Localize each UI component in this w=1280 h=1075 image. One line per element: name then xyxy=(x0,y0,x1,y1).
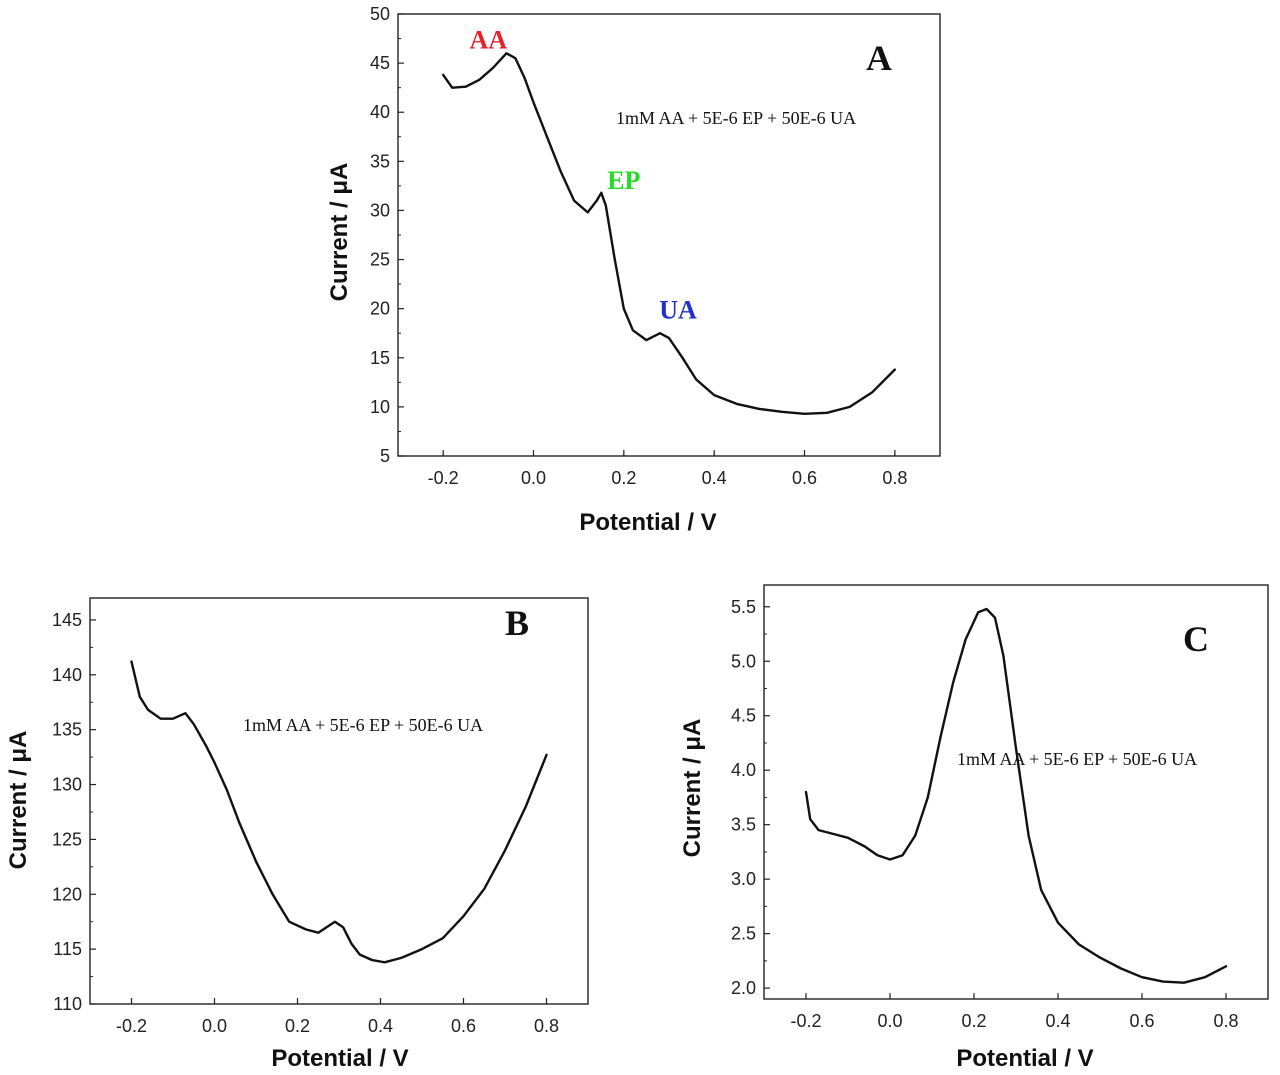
panel-b: B 1mM AA + 5E-6 EP + 50E-6 UA Potential … xyxy=(5,597,589,1072)
panel-c-y-tick-label: 4.0 xyxy=(731,760,756,780)
panel-b-y-tick-label: 125 xyxy=(52,829,82,849)
panel-a-x-tick-label: 0.4 xyxy=(702,468,727,488)
panel-c-y-tick-label: 3.5 xyxy=(731,815,756,835)
panel-b-y-tick-label: 135 xyxy=(52,720,82,740)
panel-b-x-tick-label: 0.2 xyxy=(285,1016,310,1036)
panel-c-y-tick-label: 4.5 xyxy=(731,706,756,726)
panel-a-x-tick-label: 0.0 xyxy=(521,468,546,488)
panel-b-x-tick-label: 0.6 xyxy=(451,1016,476,1036)
panel-a-peak-label-ep: EP xyxy=(607,166,640,195)
panel-c-y-tick-label: 5.0 xyxy=(731,651,756,671)
panel-c-y-axis-label: Current / μA xyxy=(679,719,706,858)
panel-b-letter: B xyxy=(505,603,529,643)
panel-c-letter: C xyxy=(1183,619,1209,659)
panel-b-x-tick-label: 0.8 xyxy=(534,1016,559,1036)
panel-c-x-tick-label: 0.6 xyxy=(1129,1011,1154,1031)
panel-a-x-tick-label: 0.2 xyxy=(611,468,636,488)
panel-b-plot-frame xyxy=(89,597,589,1005)
panel-b-x-axis-label: Potential / V xyxy=(271,1045,408,1072)
panel-b-x-tick-label: 0.4 xyxy=(368,1016,393,1036)
panel-c-y-tick-label: 2.0 xyxy=(731,978,756,998)
panel-a-y-tick-label: 40 xyxy=(370,102,390,122)
panel-c-x-tick-label: 0.8 xyxy=(1213,1011,1238,1031)
panel-c-x-tick-label: 0.2 xyxy=(961,1011,986,1031)
panel-b-y-axis-label: Current / μA xyxy=(5,731,32,870)
panel-a-y-tick-label: 50 xyxy=(370,4,390,24)
panel-a-x-tick-label: 0.8 xyxy=(882,468,907,488)
panel-c-y-tick-label: 3.0 xyxy=(731,869,756,889)
panel-a-x-axis-label: Potential / V xyxy=(579,509,716,536)
panel-a-y-tick-label: 15 xyxy=(370,348,390,368)
panel-a-y-tick-label: 20 xyxy=(370,299,390,319)
panel-a-y-tick-label: 45 xyxy=(370,53,390,73)
panel-a: A 1mM AA + 5E-6 EP + 50E-6 UA Potential … xyxy=(326,4,941,536)
panel-c-annotation: 1mM AA + 5E-6 EP + 50E-6 UA xyxy=(957,749,1197,769)
panel-b-y-tick-label: 140 xyxy=(52,665,82,685)
panel-a-x-tick-label: -0.2 xyxy=(428,468,459,488)
panel-c-y-tick-label: 2.5 xyxy=(731,924,756,944)
panel-b-y-tick-label: 115 xyxy=(53,939,82,959)
panel-b-y-tick-label: 145 xyxy=(52,610,82,630)
panel-a-y-tick-label: 25 xyxy=(370,250,390,270)
panel-c-x-axis-label: Potential / V xyxy=(956,1045,1093,1072)
panel-a-y-tick-label: 30 xyxy=(370,200,390,220)
panel-a-y-axis-label: Current / μA xyxy=(326,163,353,302)
panel-a-annotation: 1mM AA + 5E-6 EP + 50E-6 UA xyxy=(616,108,856,128)
panel-a-x-tick-label: 0.6 xyxy=(792,468,817,488)
panel-a-series-line xyxy=(442,52,896,415)
panel-a-letter: A xyxy=(866,38,892,78)
panel-c-series-line xyxy=(804,607,1228,984)
panel-b-y-tick-label: 110 xyxy=(53,994,82,1014)
panel-b-annotation: 1mM AA + 5E-6 EP + 50E-6 UA xyxy=(243,715,483,735)
panel-c-x-tick-label: 0.0 xyxy=(877,1011,902,1031)
panel-b-y-tick-label: 120 xyxy=(52,884,82,904)
panel-c-plot-frame xyxy=(763,584,1269,1000)
panel-b-y-tick-label: 130 xyxy=(52,775,82,795)
panel-c-x-tick-label: 0.4 xyxy=(1045,1011,1070,1031)
panel-b-x-tick-label: -0.2 xyxy=(116,1016,147,1036)
panel-a-y-tick-label: 35 xyxy=(370,151,390,171)
panel-b-series-line xyxy=(130,660,548,964)
panel-a-peak-label-ua: UA xyxy=(659,295,697,324)
panel-a-peak-label-aa: AA xyxy=(470,25,508,54)
panel-a-y-tick-label: 5 xyxy=(380,446,390,466)
panel-a-y-tick-label: 10 xyxy=(370,397,390,417)
panel-c: C 1mM AA + 5E-6 EP + 50E-6 UA Potential … xyxy=(679,584,1269,1072)
panel-c-x-tick-label: -0.2 xyxy=(790,1011,821,1031)
panel-c-y-tick-label: 5.5 xyxy=(731,597,756,617)
panel-b-x-tick-label: 0.0 xyxy=(202,1016,227,1036)
